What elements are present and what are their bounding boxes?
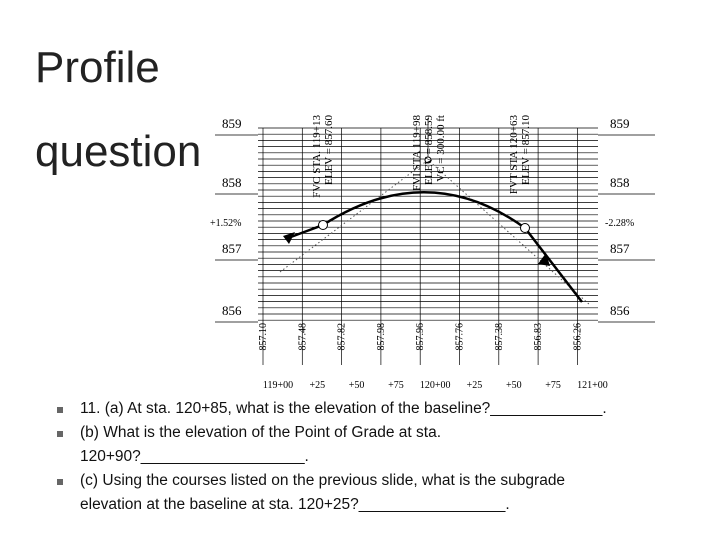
annotation: FVC STA. 119+13 bbox=[311, 115, 323, 198]
pvi bbox=[424, 156, 432, 164]
title: Profile bbox=[35, 43, 160, 92]
elevation-value: 857.48 bbox=[297, 323, 308, 351]
diagram-labels: 119+00 857.10 +25 857.48 +50 857.82 +75 857.98 1… bbox=[210, 115, 634, 392]
elevation-label: 856 bbox=[610, 303, 630, 318]
elevation-label: 858 bbox=[222, 175, 242, 190]
profile-curve bbox=[279, 156, 591, 306]
station-label: 121+00 bbox=[577, 380, 608, 391]
questions: 11. (a) At sta. 120+85, what is the elev… bbox=[57, 400, 607, 513]
station-label: +75 bbox=[388, 380, 404, 391]
elevation-value: 856.26 bbox=[572, 323, 583, 351]
elevation-value: 857.76 bbox=[455, 323, 466, 351]
elevation-value: 857.38 bbox=[494, 323, 505, 351]
elevation-label: 857 bbox=[610, 241, 630, 256]
elevation-value: 856.83 bbox=[533, 323, 544, 351]
question-text: (b) What is the elevation of the Point o… bbox=[80, 424, 441, 441]
annotation: VC = 300.00 ft bbox=[435, 115, 447, 182]
elevation-value: 857.82 bbox=[337, 323, 348, 351]
annotation: FVI STA 119+98 bbox=[411, 115, 423, 191]
station-label: +25 bbox=[467, 380, 483, 391]
station-label: 120+00 bbox=[420, 380, 451, 391]
station-label: +50 bbox=[506, 380, 522, 391]
elevation-value: 857.10 bbox=[258, 323, 269, 351]
grade-label: +1.52% bbox=[210, 218, 241, 229]
pvt bbox=[520, 223, 530, 233]
elevation-label: 859 bbox=[222, 116, 242, 131]
diagram-background bbox=[200, 0, 660, 395]
grade-label: -2.28% bbox=[605, 218, 634, 229]
annotation: FVT STA 120+63 bbox=[508, 115, 520, 195]
station-label: +75 bbox=[545, 380, 561, 391]
question-text: 11. (a) At sta. 120+85, what is the elev… bbox=[80, 400, 607, 417]
arrow bbox=[283, 232, 295, 244]
bullet bbox=[57, 479, 63, 485]
elevation-value: 857.96 bbox=[415, 323, 426, 351]
question-text: elevation at the baseline at sta. 120+25… bbox=[80, 496, 510, 513]
station-label: 119+00 bbox=[263, 380, 293, 391]
elevation-label: 859 bbox=[610, 116, 630, 131]
annotation: ELEV = 857.10 bbox=[520, 115, 532, 185]
station-label: +50 bbox=[349, 380, 365, 391]
question-text: (c) Using the courses listed on the prev… bbox=[80, 472, 565, 489]
arrow bbox=[538, 253, 550, 266]
station-label: +25 bbox=[309, 380, 325, 391]
annotation: ELEV = 857.60 bbox=[323, 115, 335, 185]
elevation-label: 858 bbox=[610, 175, 630, 190]
annotation: ELEV = 858.59 bbox=[423, 115, 435, 185]
elevation-value: 857.98 bbox=[376, 323, 387, 351]
title: questions bbox=[35, 127, 223, 176]
vertical-curve bbox=[287, 191, 583, 303]
elevation-label: 856 bbox=[222, 303, 242, 318]
bullet bbox=[57, 407, 63, 413]
bullet bbox=[57, 431, 63, 437]
elevation-label: 857 bbox=[222, 241, 242, 256]
pvc bbox=[318, 220, 328, 230]
question-text: 120+90?___________________. bbox=[80, 448, 309, 465]
